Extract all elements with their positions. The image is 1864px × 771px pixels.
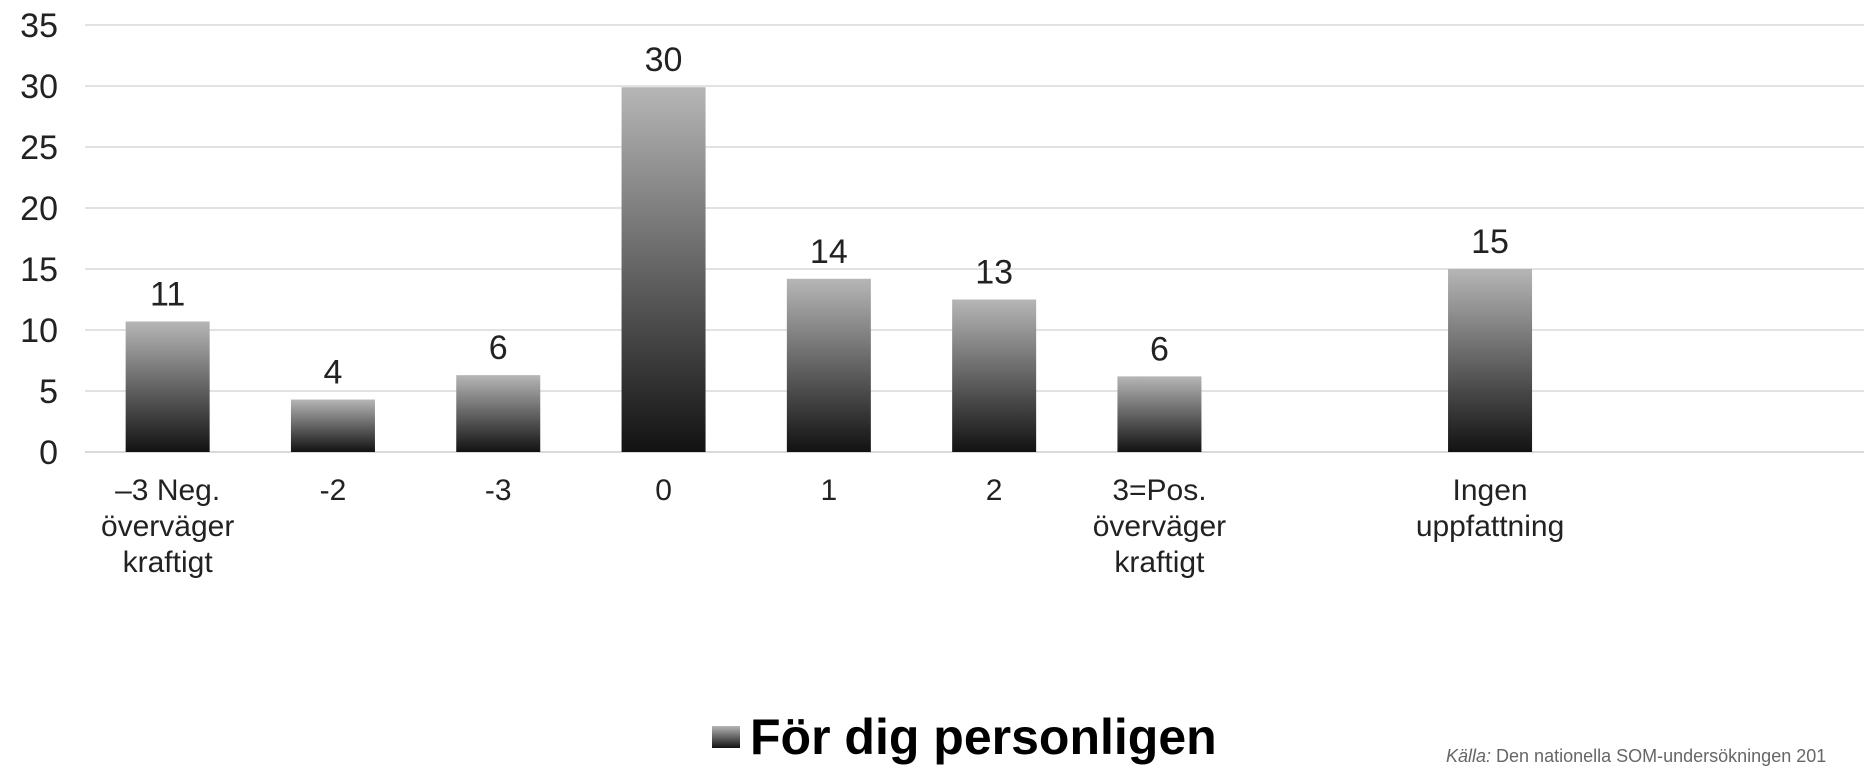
y-tick-label: 35 xyxy=(20,7,58,45)
x-tick-label: 3=Pos. överväger kraftigt xyxy=(1093,474,1226,579)
y-tick-label: 10 xyxy=(20,312,58,350)
source-key: Källa: xyxy=(1446,746,1492,766)
x-tick-label: 2 xyxy=(986,474,1003,507)
data-label: 15 xyxy=(1471,223,1509,261)
bar xyxy=(1117,376,1202,452)
x-axis-ticks: –3 Neg. överväger kraftigt -2 -3 0 1 2 3=Pos. öve… xyxy=(101,474,1564,579)
y-tick-label: 0 xyxy=(39,434,58,472)
bar xyxy=(621,87,706,452)
y-tick-label: 30 xyxy=(20,68,58,106)
x-tick-label: –3 Neg. överväger kraftigt xyxy=(101,474,234,579)
bar xyxy=(952,299,1037,452)
data-label: 14 xyxy=(810,233,848,271)
y-tick-label: 25 xyxy=(20,129,58,167)
grid-lines xyxy=(85,24,1864,453)
y-tick-label: 5 xyxy=(39,373,58,411)
x-tick-label: 1 xyxy=(821,474,838,507)
data-label: 4 xyxy=(323,354,342,392)
x-tick-label: Ingen uppfattning xyxy=(1416,474,1564,543)
y-tick-label: 15 xyxy=(20,251,58,289)
x-tick-label: -2 xyxy=(320,474,347,507)
y-tick-label: 20 xyxy=(20,190,58,228)
data-label: 30 xyxy=(645,41,683,79)
source-note: Källa: Den nationella SOM-undersökningen… xyxy=(1446,746,1826,767)
bar xyxy=(456,375,541,452)
bar xyxy=(1448,269,1533,452)
legend-label: För dig personligen xyxy=(750,709,1217,765)
data-label: 6 xyxy=(489,329,508,367)
data-label: 11 xyxy=(150,275,185,313)
y-axis-ticks: 0 5 10 15 20 25 30 35 xyxy=(20,7,58,472)
bar xyxy=(125,321,210,452)
legend-swatch xyxy=(712,726,740,748)
data-label: 6 xyxy=(1150,330,1169,368)
x-tick-label: -3 xyxy=(485,474,512,507)
bar xyxy=(786,278,871,452)
bar xyxy=(290,399,375,452)
legend: För dig personligen xyxy=(712,712,1217,762)
source-text: Den nationella SOM-undersökningen 201 xyxy=(1491,746,1827,766)
data-label: 13 xyxy=(975,254,1013,292)
x-tick-label: 0 xyxy=(655,474,672,507)
bars xyxy=(125,87,1533,452)
